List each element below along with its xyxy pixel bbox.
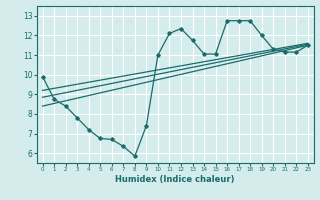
X-axis label: Humidex (Indice chaleur): Humidex (Indice chaleur) xyxy=(116,175,235,184)
